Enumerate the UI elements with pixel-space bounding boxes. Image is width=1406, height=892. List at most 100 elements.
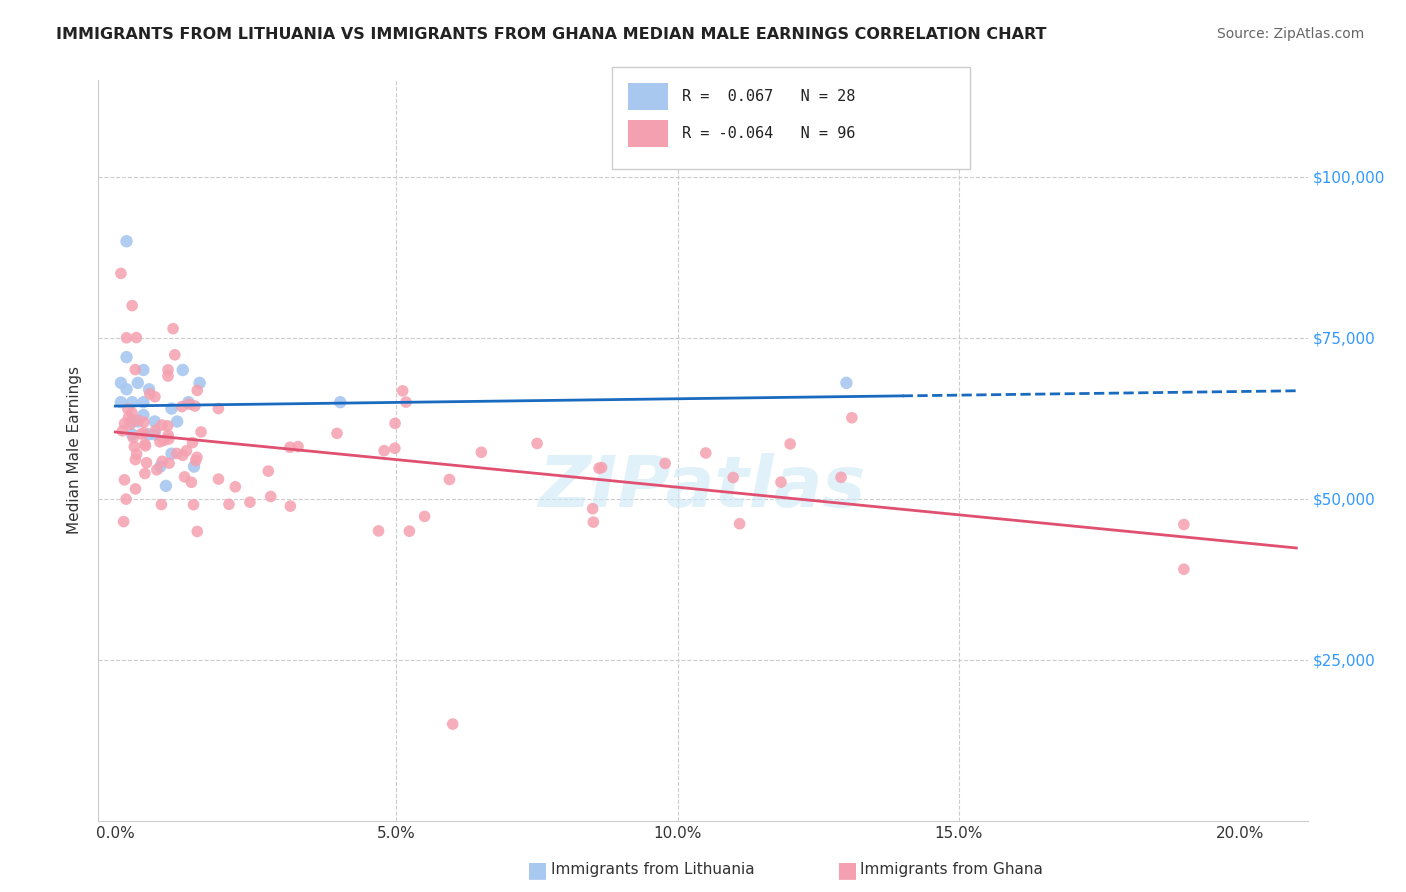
Point (150, 498, 173, 512)
Point (132, 408, 155, 422)
Point (134, 437, 156, 451)
Point (134, 467, 156, 481)
Point (115, 350, 138, 364)
Point (260, 490, 283, 504)
Point (120, 417, 142, 432)
Point (779, 437, 801, 451)
Text: ■: ■ (837, 860, 858, 880)
Point (134, 439, 156, 453)
Point (132, 425, 155, 440)
Point (157, 363, 180, 377)
Point (115, 382, 138, 396)
Point (155, 479, 177, 493)
Point (127, 415, 149, 429)
Point (395, 395, 418, 409)
Point (132, 415, 155, 429)
Point (654, 456, 676, 470)
Point (139, 387, 162, 401)
Point (188, 376, 211, 390)
Point (239, 495, 262, 509)
Point (287, 440, 309, 454)
Point (591, 460, 613, 475)
Text: R =  0.067   N = 28: R = 0.067 N = 28 (682, 89, 855, 103)
Point (150, 418, 173, 433)
Point (172, 363, 194, 377)
Point (841, 410, 863, 425)
Point (112, 515, 135, 529)
Point (207, 401, 229, 416)
Point (439, 473, 461, 487)
Point (111, 424, 134, 438)
Point (207, 472, 229, 486)
Point (186, 524, 208, 539)
Point (373, 443, 395, 458)
Point (132, 363, 155, 377)
Point (181, 435, 204, 450)
Point (173, 470, 195, 484)
Point (143, 390, 166, 404)
Point (160, 447, 183, 461)
Point (115, 492, 138, 507)
Text: ZIPatlas: ZIPatlas (540, 453, 866, 522)
Point (413, 509, 436, 524)
Point (157, 428, 180, 442)
Point (526, 436, 548, 450)
Point (121, 427, 143, 442)
Point (145, 423, 167, 437)
Point (224, 480, 246, 494)
Point (582, 515, 605, 529)
Point (124, 452, 146, 467)
Point (125, 447, 148, 461)
Point (384, 442, 406, 456)
Point (153, 434, 176, 448)
Point (184, 399, 207, 413)
Point (398, 524, 420, 538)
Point (129, 427, 152, 442)
Point (218, 497, 240, 511)
Point (115, 331, 138, 345)
Point (728, 516, 751, 531)
Point (166, 415, 188, 429)
Point (138, 382, 160, 396)
Point (157, 432, 180, 446)
Point (143, 415, 166, 429)
Point (114, 473, 136, 487)
Text: R = -0.064   N = 96: R = -0.064 N = 96 (682, 127, 855, 141)
Point (179, 397, 201, 411)
Point (117, 402, 139, 417)
Point (172, 448, 194, 462)
Text: Source: ZipAtlas.com: Source: ZipAtlas.com (1216, 27, 1364, 41)
Point (184, 453, 207, 467)
Point (114, 417, 136, 431)
Point (121, 415, 143, 429)
Point (132, 395, 155, 409)
Point (186, 384, 208, 398)
Point (110, 376, 132, 390)
Point (125, 330, 148, 344)
Point (110, 267, 132, 281)
Text: Immigrants from Lithuania: Immigrants from Lithuania (551, 863, 755, 877)
Point (115, 234, 138, 248)
Point (326, 426, 349, 441)
Point (149, 434, 172, 449)
Point (117, 410, 139, 425)
Point (391, 384, 413, 398)
Point (143, 427, 166, 442)
Point (582, 501, 605, 516)
Point (162, 321, 184, 335)
Point (470, 445, 492, 459)
Point (384, 417, 406, 431)
Point (170, 400, 193, 414)
Point (835, 376, 858, 390)
Point (186, 450, 208, 465)
Point (695, 446, 717, 460)
Point (176, 443, 198, 458)
Point (156, 418, 179, 433)
Point (769, 475, 792, 489)
Point (329, 395, 352, 409)
Point (124, 440, 146, 454)
Text: ■: ■ (527, 860, 548, 880)
Point (177, 395, 200, 409)
Point (124, 362, 146, 376)
Point (149, 459, 172, 474)
